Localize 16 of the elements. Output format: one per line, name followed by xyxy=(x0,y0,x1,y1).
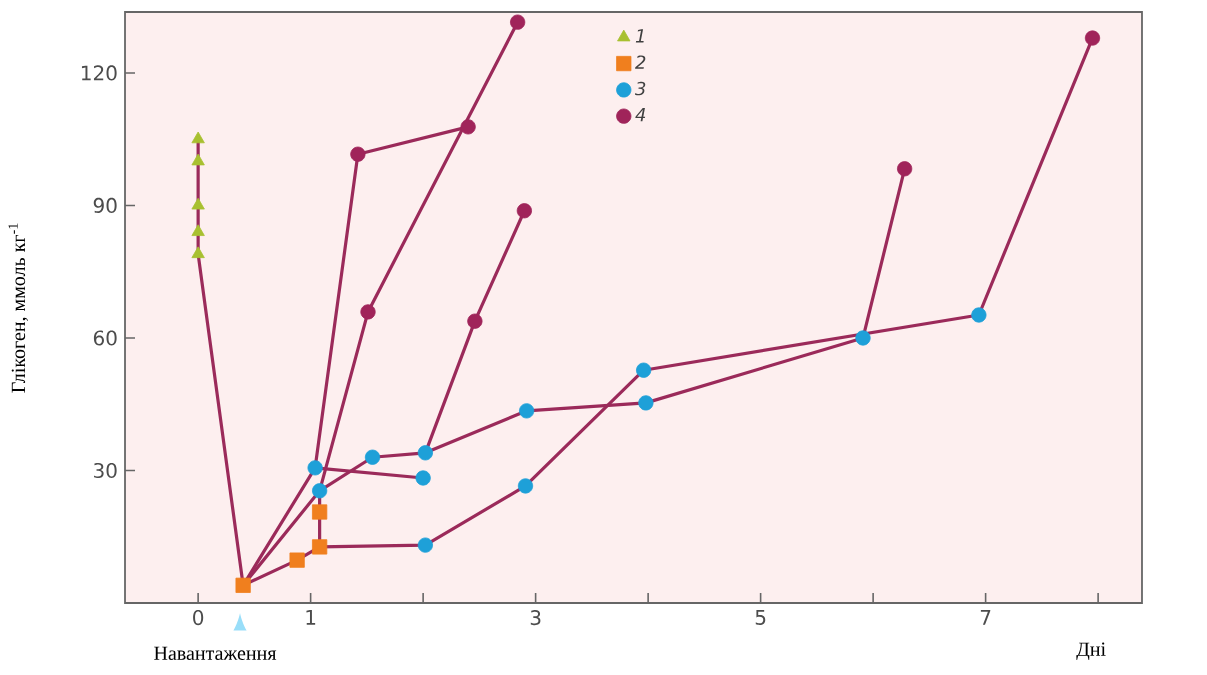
text: Навантаження xyxy=(154,646,277,660)
x-tick-label: 3 xyxy=(530,610,541,626)
x-tick-label: 7 xyxy=(980,610,991,625)
y-tick-label: 60 xyxy=(93,330,117,346)
x-tick-label: 0 xyxy=(193,610,204,626)
legend-label: 4 xyxy=(635,108,646,122)
legend-label: 3 xyxy=(635,81,646,96)
x-axis-title: Дні xyxy=(1076,642,1106,661)
x-tick-label: 1 xyxy=(306,610,316,625)
x-tick-label: 5 xyxy=(755,610,766,625)
y-tick-label: 90 xyxy=(93,197,117,214)
y-axis-title: Глікоген, ммоль кг$^{-1}$ xyxy=(8,223,29,393)
legend-label: 2 xyxy=(635,55,646,69)
y-tick-label: 30 xyxy=(94,462,117,479)
y-tick-label: 120 xyxy=(81,65,117,81)
legend-label: 1 xyxy=(635,29,644,43)
